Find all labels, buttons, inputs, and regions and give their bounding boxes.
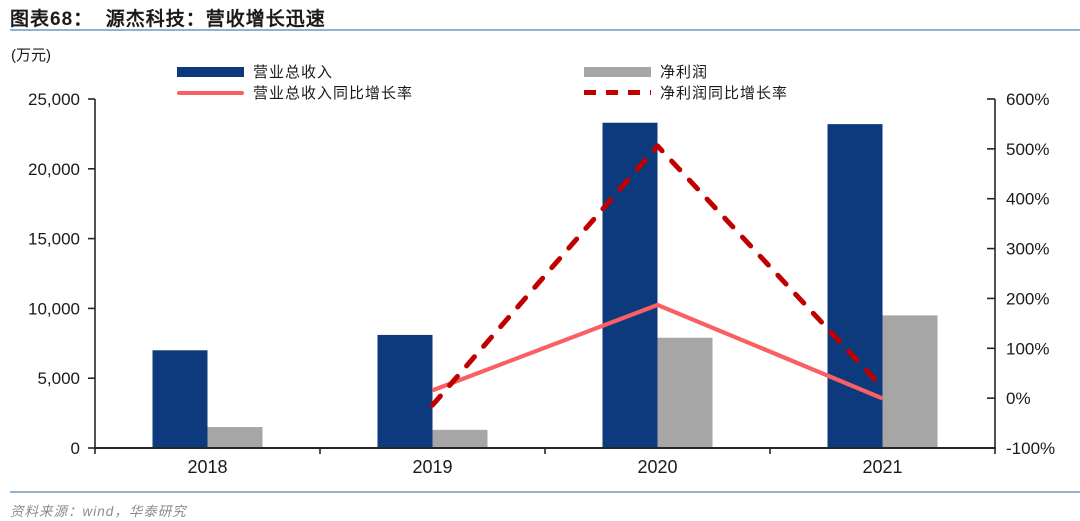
bar-net-profit-2019	[432, 429, 488, 448]
legend-label-net-profit: 净利润	[660, 64, 709, 81]
x-axis-category-label: 2021	[862, 457, 902, 477]
left-axis-tick-label: 25,000	[28, 90, 80, 109]
right-axis-tick-label: -100%	[1006, 439, 1055, 458]
legend-swatch-net-profit-growth-dashed-line	[584, 90, 651, 95]
source-note: 资料来源：wind，华泰研究	[10, 504, 187, 519]
legend-label-revenue: 营业总收入	[253, 64, 334, 81]
legend-swatch-revenue-growth-line	[177, 90, 244, 95]
bar-net-profit-2020	[657, 337, 713, 448]
legend-swatch-net-profit-bar	[584, 66, 651, 77]
axis-unit-label: (万元)	[11, 47, 51, 64]
net-profit-growth-line	[430, 143, 885, 408]
legend-item-net-profit: 净利润	[584, 62, 788, 81]
right-axis-tick-label: 600%	[1006, 90, 1049, 109]
legend-item-revenue-growth: 营业总收入同比增长率	[177, 83, 413, 102]
legend-column-right: 净利润 净利润同比增长率	[584, 62, 788, 104]
legend-item-revenue: 营业总收入	[177, 62, 413, 81]
footer-divider	[10, 491, 1080, 493]
left-axis-tick-label: 5,000	[37, 369, 80, 388]
left-axis-tick-label: 20,000	[28, 160, 80, 179]
legend-column-left: 营业总收入 营业总收入同比增长率	[177, 62, 413, 104]
title-underline	[10, 29, 1080, 31]
x-axis-category-label: 2020	[637, 457, 677, 477]
x-axis-category-label: 2018	[187, 457, 227, 477]
legend-label-revenue-growth: 营业总收入同比增长率	[253, 85, 414, 102]
right-axis-tick-label: 400%	[1006, 190, 1049, 209]
right-axis-tick-label: 200%	[1006, 289, 1049, 308]
legend-swatch-revenue-bar	[177, 66, 244, 77]
bar-revenue-2020	[602, 122, 658, 449]
left-axis-tick-label: 0	[71, 439, 80, 458]
left-axis-tick-label: 10,000	[28, 299, 80, 318]
figure-title: 图表68： 源杰科技：营收增长迅速	[10, 9, 326, 30]
bar-revenue-2019	[377, 334, 433, 448]
right-axis-tick-label: 500%	[1006, 140, 1049, 159]
right-axis-tick-label: 100%	[1006, 339, 1049, 358]
bar-revenue-2021	[827, 124, 883, 449]
legend-label-net-profit-growth: 净利润同比增长率	[660, 85, 789, 102]
revenue-growth-line	[431, 302, 884, 401]
bar-net-profit-2021	[882, 315, 938, 448]
legend-item-net-profit-growth: 净利润同比增长率	[584, 83, 788, 102]
left-axis-tick-label: 15,000	[28, 230, 80, 249]
x-axis-category-label: 2019	[412, 457, 452, 477]
right-axis-tick-label: 0%	[1006, 389, 1031, 408]
right-axis-tick-label: 300%	[1006, 240, 1049, 259]
bar-revenue-2018	[152, 350, 208, 448]
bar-net-profit-2018	[207, 427, 263, 448]
